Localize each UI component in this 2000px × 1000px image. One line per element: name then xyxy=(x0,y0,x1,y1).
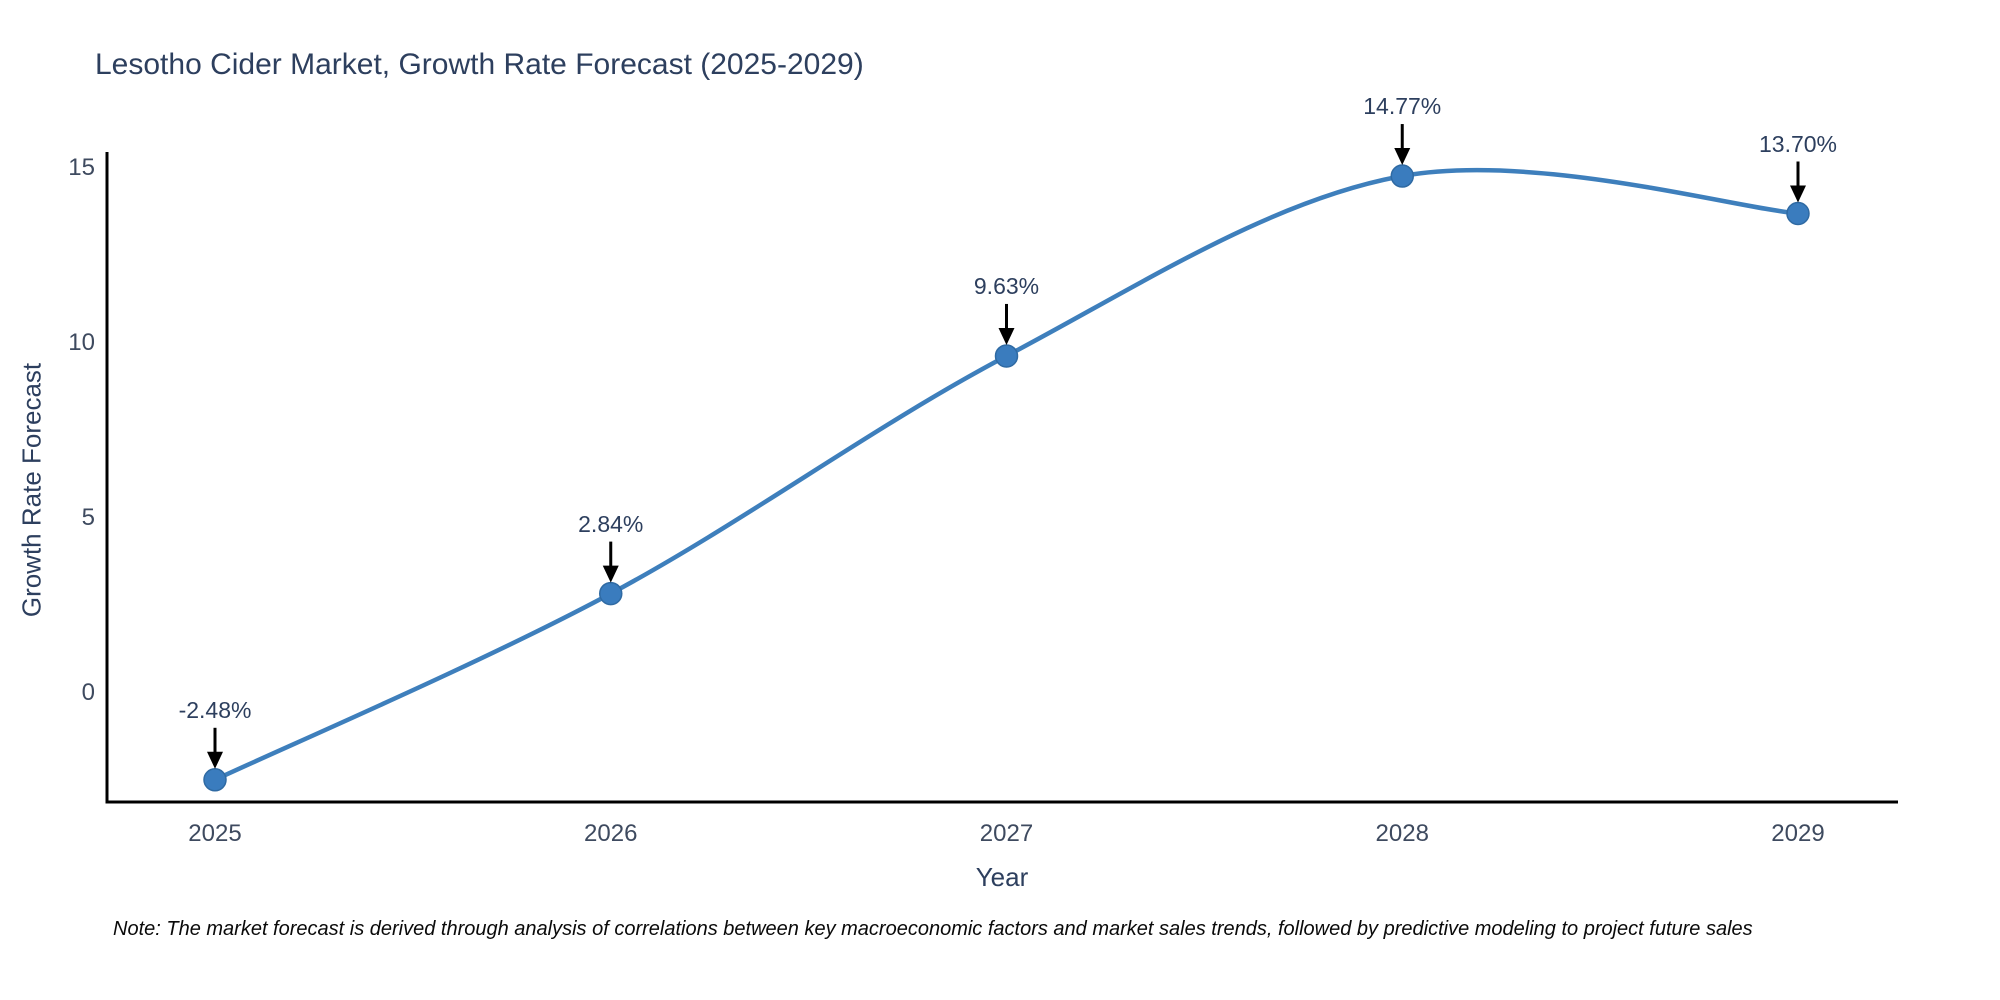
xtick-label: 2025 xyxy=(188,820,242,847)
data-point-marker xyxy=(1390,164,1414,188)
yaxis-title: Growth Rate Forecast xyxy=(16,362,47,618)
ytick-label: 10 xyxy=(68,329,95,356)
annotation-arrow-head xyxy=(602,565,619,583)
data-point-marker xyxy=(1786,201,1810,226)
data-point-marker xyxy=(994,344,1019,368)
point-annotation: 9.63% xyxy=(973,272,1040,299)
ytick-label: 5 xyxy=(81,504,95,531)
xtick-label: 2029 xyxy=(1771,820,1825,847)
data-point-marker xyxy=(203,768,227,792)
xtick-label: 2027 xyxy=(979,820,1034,847)
ytick-label: 0 xyxy=(81,679,95,706)
ytick-label: 15 xyxy=(68,154,95,181)
annotation-arrow-head xyxy=(1790,185,1806,203)
point-annotation: 2.84% xyxy=(578,510,644,537)
xtick-label: 2028 xyxy=(1375,820,1429,847)
annotation-arrow-head xyxy=(1394,148,1411,166)
xtick-label: 2026 xyxy=(584,820,638,847)
xaxis-title: Year xyxy=(975,862,1029,892)
footnote: Note: The market forecast is derived thr… xyxy=(113,918,1753,940)
annotation-arrow-head xyxy=(998,327,1015,345)
point-annotation: -2.48% xyxy=(178,696,252,723)
data-point-marker xyxy=(599,581,623,606)
annotation-arrow-head xyxy=(207,751,223,769)
point-annotation: 13.70% xyxy=(1758,130,1838,157)
chart-title: Lesotho Cider Market, Growth Rate Foreca… xyxy=(95,48,864,81)
point-annotation: 14.77% xyxy=(1363,93,1442,120)
forecast-line xyxy=(214,167,1799,782)
